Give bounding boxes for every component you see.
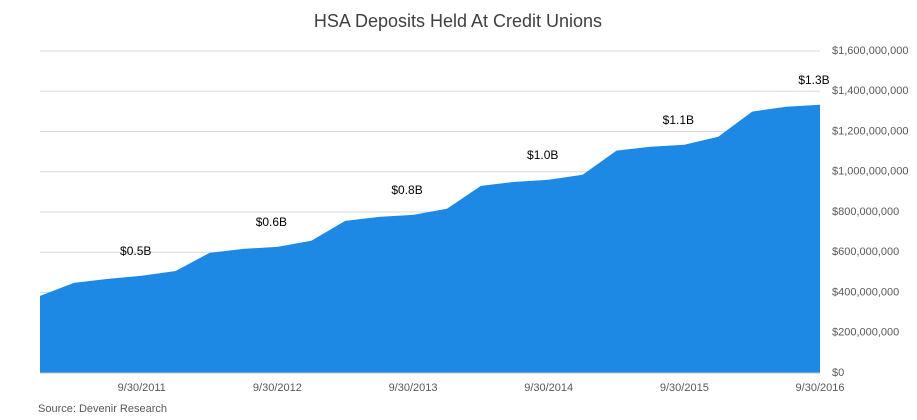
x-tick-label: 9/30/2016 — [796, 382, 845, 394]
y-tick-label: $400,000,000 — [832, 286, 899, 298]
y-tick-label: $600,000,000 — [832, 246, 899, 258]
data-label: $1.1B — [663, 113, 694, 127]
area — [40, 104, 820, 373]
x-tick-label: 9/30/2011 — [118, 382, 166, 394]
y-tick-label: $0 — [832, 367, 844, 379]
data-label: $1.0B — [527, 148, 558, 162]
y-tick-label: $1,600,000,000 — [832, 45, 908, 57]
chart-title: HSA Deposits Held At Credit Unions — [314, 11, 602, 31]
data-label: $0.8B — [391, 183, 422, 197]
x-tick-label: 9/30/2013 — [389, 382, 438, 394]
data-label: $0.5B — [120, 244, 151, 258]
y-tick-label: $200,000,000 — [832, 327, 899, 339]
x-tick-label: 9/30/2014 — [524, 382, 573, 394]
y-tick-label: $1,400,000,000 — [832, 85, 908, 97]
data-label: $1.3B — [798, 73, 829, 87]
y-tick-label: $800,000,000 — [832, 206, 899, 218]
data-label: $0.6B — [256, 215, 287, 229]
y-tick-label: $1,200,000,000 — [832, 125, 908, 137]
x-tick-label: 9/30/2015 — [660, 382, 709, 394]
x-tick-label: 9/30/2012 — [253, 382, 302, 394]
source-note: Source: Devenir Research — [38, 403, 167, 415]
y-tick-label: $1,000,000,000 — [832, 166, 908, 178]
